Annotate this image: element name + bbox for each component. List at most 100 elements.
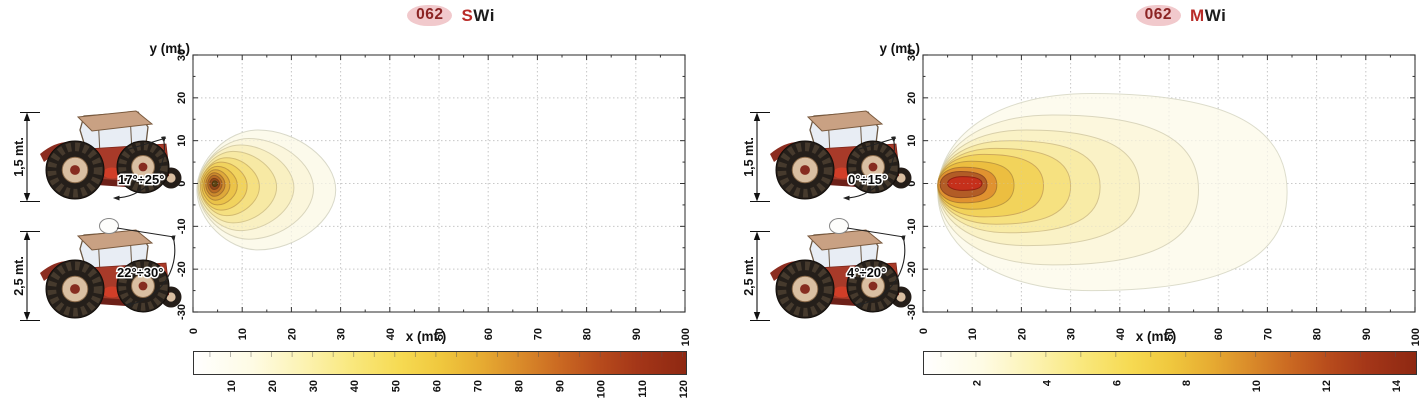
colorbar-tick-label: 30 bbox=[308, 380, 320, 392]
beam-contours bbox=[937, 92, 1288, 292]
x-axis-title: x (mt.) bbox=[1135, 329, 1177, 344]
y-axis-title: y (mt.) bbox=[879, 41, 921, 56]
y-tick-label: -10 bbox=[906, 218, 918, 234]
model-name: MWi bbox=[1190, 6, 1226, 26]
grid-lines bbox=[193, 55, 685, 312]
panel-title: 062 SWi bbox=[301, 5, 601, 26]
y-tick-label: 0 bbox=[906, 180, 918, 186]
colorbar-tick-label: 70 bbox=[472, 380, 484, 392]
colorbar-gradient-bar bbox=[923, 351, 1417, 375]
model-prefix: S bbox=[461, 5, 474, 25]
tractor-figure: 2,5 mt. 22°÷30° bbox=[12, 213, 189, 331]
colorbar-tick-label: 10 bbox=[226, 380, 238, 392]
colorbar-minor-ticks bbox=[209, 352, 683, 357]
panel-062-mwi: 062 MWi y (mt.) x (mt.) 0 10 20 30 40 50 60 70 8… bbox=[730, 0, 1421, 401]
height-dimension: 2,5 mt. bbox=[12, 231, 40, 321]
contour-region-level-14 bbox=[947, 176, 983, 191]
panel-title: 062 MWi bbox=[1031, 5, 1331, 26]
y-tick-label: 20 bbox=[906, 92, 918, 104]
beam-angle-annotation: 22°÷30° bbox=[116, 227, 176, 307]
x-tick-label: 20 bbox=[286, 328, 298, 340]
y-tick-label: 20 bbox=[176, 92, 188, 104]
product-code-badge: 062 bbox=[1135, 5, 1182, 26]
tractor-illustration: 2,5 mt. 22°÷30° bbox=[12, 218, 182, 321]
colorbar-tick-label: 2 bbox=[971, 380, 983, 386]
beam-angle-label: 4°÷20° bbox=[847, 265, 886, 280]
y-tick-label: -10 bbox=[176, 218, 188, 234]
x-tick-label: 70 bbox=[1262, 328, 1274, 340]
mount-height-label: 1,5 mt. bbox=[14, 137, 26, 177]
y-axis-title: y (mt.) bbox=[149, 41, 191, 56]
colorbar-tick-label: 100 bbox=[596, 380, 608, 398]
beam-angle-annotation: 4°÷20° bbox=[846, 227, 906, 307]
colorbar-tick-label: 8 bbox=[1181, 380, 1193, 386]
x-tick-label: 30 bbox=[336, 328, 348, 340]
x-tick-label: 80 bbox=[1312, 328, 1324, 340]
x-tick-label: 40 bbox=[385, 328, 397, 340]
y-tick-label: 10 bbox=[906, 135, 918, 147]
x-tick-label: 60 bbox=[1213, 328, 1225, 340]
x-tick-label: 90 bbox=[1361, 328, 1373, 340]
colorbar-tick-label: 20 bbox=[267, 380, 279, 392]
colorbar-minor-ticks bbox=[940, 352, 1396, 357]
height-dimension: 2,5 mt. bbox=[742, 231, 770, 321]
colorbar-tick-label: 12 bbox=[1321, 380, 1333, 392]
tractor-figure: 1,5 mt. 17°÷25° bbox=[12, 94, 189, 212]
x-tick-label: 60 bbox=[483, 328, 495, 340]
colorbar-tick-label: 120 bbox=[678, 380, 690, 398]
y-tick-label: -30 bbox=[176, 304, 188, 320]
beam-angle-label: 0°÷15° bbox=[848, 172, 887, 187]
colorbar-tick-label: 10 bbox=[1251, 380, 1263, 392]
product-code-badge: 062 bbox=[407, 5, 453, 26]
y-tick-label: 30 bbox=[906, 49, 918, 61]
colorbar-tick-label: 4 bbox=[1041, 379, 1053, 386]
mount-height-label: 2,5 mt. bbox=[744, 256, 756, 296]
roof-beacon-light bbox=[829, 218, 849, 234]
x-tick-label: 20 bbox=[1016, 328, 1028, 340]
x-tick-label: 90 bbox=[631, 328, 643, 340]
y-tick-label: -30 bbox=[906, 304, 918, 320]
mount-height-label: 1,5 mt. bbox=[744, 137, 756, 177]
tractor-illustration: 1,5 mt. 17°÷25° bbox=[12, 110, 182, 202]
colorbar-tick-label: 40 bbox=[349, 380, 361, 392]
axis-ticks bbox=[922, 54, 1416, 313]
x-tick-label: 70 bbox=[532, 328, 544, 340]
roof-beacon-light bbox=[99, 218, 119, 234]
panel-062-swi: 062 SWi y (mt.) x (mt.) 0 10 20 30 40 50 60 70 8… bbox=[0, 0, 710, 401]
x-tick-label: 30 bbox=[1066, 328, 1078, 340]
tractor-body bbox=[770, 110, 912, 200]
grid-lines bbox=[923, 55, 1415, 312]
tractor-figure: 1,5 mt. 0°÷15° bbox=[742, 94, 919, 212]
x-tick-label: 0 bbox=[188, 328, 200, 334]
tractor-figure: 2,5 mt. 4°÷20° bbox=[742, 213, 919, 331]
axis-ticks bbox=[192, 54, 686, 313]
x-tick-label: 10 bbox=[967, 328, 979, 340]
colorbar-tick-label: 60 bbox=[431, 380, 443, 392]
colorbar-tick-label: 6 bbox=[1111, 380, 1123, 386]
colorbar-tick-label: 14 bbox=[1391, 379, 1403, 392]
beam-angle-annotation: 17°÷25° bbox=[112, 136, 167, 201]
tractor-illustration: 1,5 mt. 0°÷15° bbox=[742, 110, 912, 202]
y-tick-label: 30 bbox=[176, 49, 188, 61]
x-axis-title: x (mt.) bbox=[405, 329, 447, 344]
x-tick-label: 40 bbox=[1115, 328, 1127, 340]
tractor-illustration: 2,5 mt. 4°÷20° bbox=[742, 218, 912, 321]
tractor-body bbox=[770, 218, 912, 319]
y-tick-label: -20 bbox=[906, 261, 918, 277]
x-tick-label: 100 bbox=[1410, 328, 1421, 346]
colorbar-tick-label: 80 bbox=[514, 380, 526, 392]
beam-angle-label: 22°÷30° bbox=[117, 265, 163, 280]
colorbar-tick-label: 50 bbox=[390, 380, 402, 392]
height-dimension: 1,5 mt. bbox=[12, 112, 40, 202]
y-tick-label: -20 bbox=[176, 261, 188, 277]
colorbar-gradient-bar bbox=[193, 351, 687, 375]
model-name: SWi bbox=[461, 6, 494, 26]
model-prefix: M bbox=[1190, 5, 1205, 25]
y-tick-label: 0 bbox=[176, 180, 188, 186]
y-tick-label: 10 bbox=[176, 135, 188, 147]
contour-region-level-120 bbox=[211, 180, 219, 188]
height-dimension: 1,5 mt. bbox=[742, 112, 770, 202]
